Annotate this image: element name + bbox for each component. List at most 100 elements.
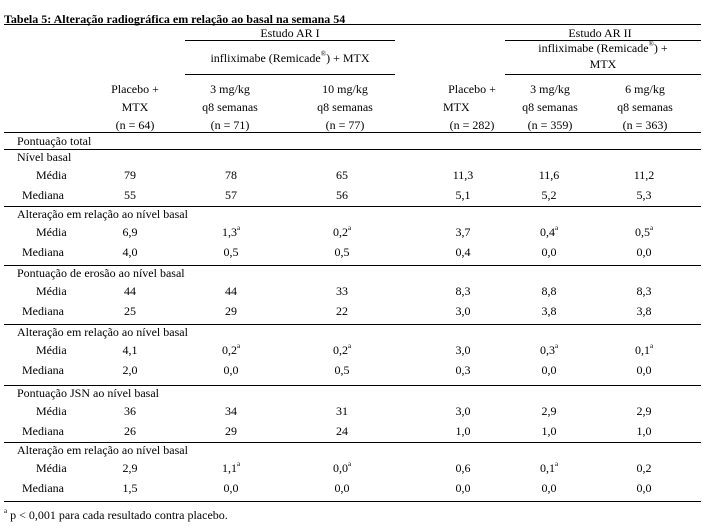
cell-value: 8,3	[636, 284, 652, 298]
cell-value: 0,5	[334, 363, 350, 377]
ar1-placebo-mtx: MTX	[121, 100, 149, 114]
cell-value: 11,2	[633, 168, 655, 182]
rule-study-ar2	[505, 40, 701, 41]
table-title: Tabela 5: Alteração radiográfica em rela…	[4, 12, 346, 26]
ar1-3mg-freq: q8 semanas	[202, 100, 258, 114]
cell-value: 29	[225, 304, 237, 318]
footnote-text: p < 0,001 para cada resultado contra pla…	[7, 508, 228, 522]
infliximab-ar2-header-line2: MTX	[589, 57, 617, 71]
row-label: Média	[36, 225, 67, 239]
ar2-placebo-n: (n = 282)	[449, 118, 495, 132]
cell-value: 0,0	[223, 481, 239, 495]
section-title: Alteração em relação ao nível basal	[17, 325, 188, 339]
section-title: Pontuação de erosão ao nível basal	[17, 266, 185, 280]
cell-value: 0,2a	[221, 342, 241, 358]
section-title: Nível basal	[17, 150, 72, 164]
cell-value: 0,5	[223, 245, 239, 259]
cell-value: 0,0	[223, 363, 239, 377]
cell-value: 0,6	[455, 461, 471, 475]
cell-value: 3,0	[455, 304, 471, 318]
cell-value: 44	[124, 284, 136, 298]
cell-value: 0,0	[334, 481, 350, 495]
cell-value: 0,1a	[539, 460, 559, 476]
cell-value: 65	[336, 168, 348, 182]
ar2-placebo-mtx: MTX	[443, 100, 470, 114]
row-label: Mediana	[22, 188, 64, 202]
study-ar2-header: Estudo AR II	[568, 26, 632, 40]
cell-value: 78	[225, 168, 237, 182]
cell-value: 5,3	[636, 188, 652, 202]
cell-value: 0,0	[541, 363, 557, 377]
cell-value: 8,3	[455, 284, 471, 298]
cell-value: 1,0	[455, 424, 471, 438]
row-label: Mediana	[22, 363, 64, 377]
cell-value: 0,5a	[634, 224, 654, 240]
row-label: Média	[36, 404, 67, 418]
ar2-placebo-label: Placebo +	[448, 82, 496, 96]
cell-value: 24	[336, 424, 348, 438]
ar1-placebo-label: Placebo +	[111, 82, 159, 96]
cell-value: 0,2a	[332, 224, 352, 240]
ar1-3mg-dose: 3 mg/kg	[210, 82, 250, 96]
section-rule	[4, 324, 701, 325]
cell-value: 33	[336, 284, 348, 298]
cell-value: 2,9	[541, 404, 557, 418]
cell-value: 0,0	[541, 245, 557, 259]
cell-value: 6,9	[122, 225, 138, 239]
ar2-3mg-freq: q8 semanas	[522, 100, 578, 114]
ar1-10mg-freq: q8 semanas	[317, 100, 373, 114]
cell-value: 1,1a	[221, 460, 241, 476]
cell-value: 0,4	[455, 245, 471, 259]
ar2-6mg-freq: q8 semanas	[617, 100, 673, 114]
cell-value: 2,9	[636, 404, 652, 418]
section-title: Alteração em relação ao nível basal	[17, 207, 188, 221]
cell-value: 3,0	[455, 343, 471, 357]
ar1-3mg-n: (n = 71)	[210, 118, 250, 132]
infliximab-ar1-header: infliximabe (Remicade®) + MTX	[210, 50, 370, 66]
cell-value: 25	[124, 304, 136, 318]
rule-bottom	[4, 501, 701, 502]
cell-value: 2,9	[122, 461, 138, 475]
cell-value: 0,1a	[634, 342, 654, 358]
ar2-6mg-dose: 6 mg/kg	[625, 82, 665, 96]
total-score-label: Pontuação total	[17, 134, 92, 148]
ar2-3mg-n: (n = 359)	[527, 118, 573, 132]
footnote: a p < 0,001 para cada resultado contra p…	[4, 508, 228, 523]
cell-value: 0,2a	[332, 342, 352, 358]
cell-value: 1,0	[541, 424, 557, 438]
rule-infl-ar2	[505, 74, 701, 75]
cell-value: 4,0	[122, 245, 138, 259]
cell-value: 0,0	[636, 245, 652, 259]
cell-value: 31	[336, 404, 348, 418]
cell-value: 5,2	[541, 188, 557, 202]
cell-value: 36	[124, 404, 136, 418]
cell-value: 0,0	[636, 363, 652, 377]
cell-value: 3,7	[455, 225, 471, 239]
cell-value: 0,0a	[332, 460, 352, 476]
cell-value: 3,0	[455, 404, 471, 418]
section-rule	[4, 385, 701, 386]
cell-value: 11,3	[452, 168, 474, 182]
cell-value: 5,1	[455, 188, 471, 202]
cell-value: 0,4a	[539, 224, 559, 240]
infliximab-ar2-header-line1: infliximabe (Remicade®) +	[538, 40, 668, 56]
rule-header-bottom	[4, 132, 701, 133]
cell-value: 0,3a	[539, 342, 559, 358]
cell-value: 4,1	[122, 343, 138, 357]
row-label: Mediana	[22, 481, 64, 495]
cell-value: 0,5	[334, 245, 350, 259]
cell-value: 0,3	[455, 363, 471, 377]
cell-value: 1,0	[636, 424, 652, 438]
row-label: Média	[36, 284, 67, 298]
cell-value: 0,0	[636, 481, 652, 495]
cell-value: 29	[225, 424, 237, 438]
rule-study-ar1	[185, 40, 395, 41]
row-label: Mediana	[22, 424, 64, 438]
cell-value: 79	[124, 168, 136, 182]
row-label: Média	[36, 343, 67, 357]
section-title: Pontuação JSN ao nível basal	[17, 386, 159, 400]
cell-value: 34	[225, 404, 237, 418]
cell-value: 0,0	[455, 481, 471, 495]
section-rule	[4, 442, 701, 443]
cell-value: 0,0	[541, 481, 557, 495]
